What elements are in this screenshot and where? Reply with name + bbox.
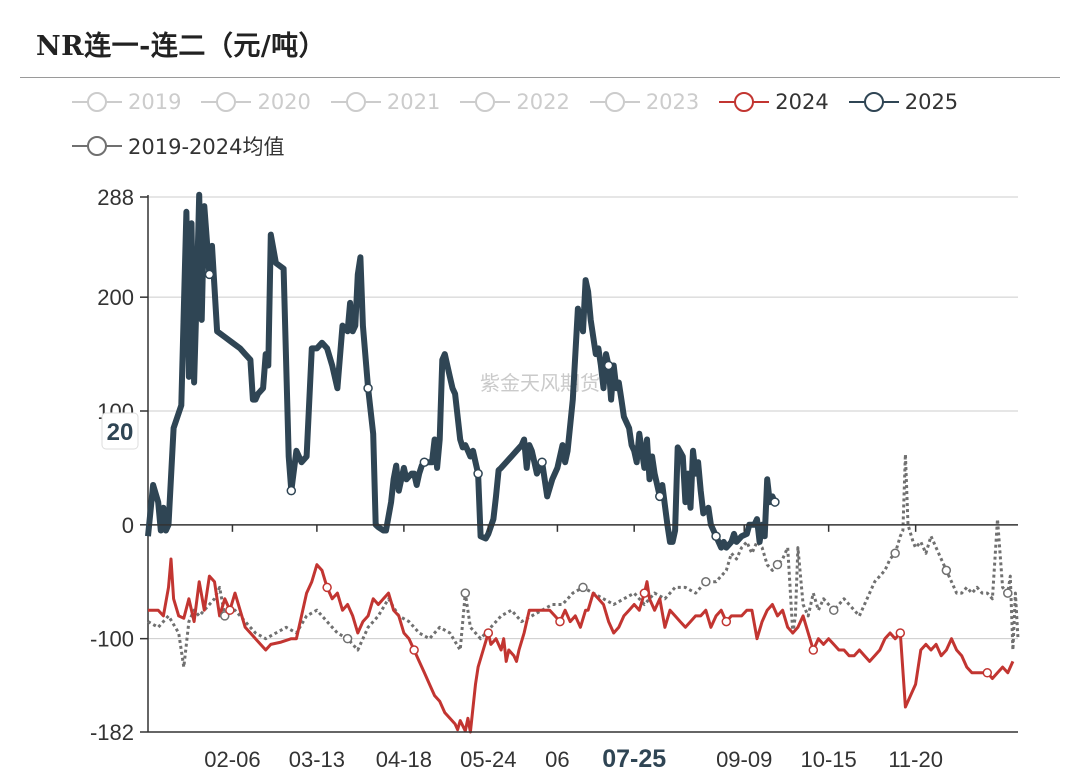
y-tick-label: 200 xyxy=(97,285,134,310)
data-point-2025[interactable] xyxy=(711,531,721,541)
x-tick-label: 03-13 xyxy=(289,747,345,772)
legend-item-2022[interactable]: 2022 xyxy=(460,90,570,114)
x-tick-label: 09-09 xyxy=(716,747,772,772)
legend-row-2: 2019-2024均值 xyxy=(72,130,1032,162)
legend-label: 2021 xyxy=(386,90,441,114)
data-point-2025[interactable] xyxy=(204,269,215,280)
data-point-2025[interactable] xyxy=(537,457,547,467)
data-point-2025[interactable] xyxy=(655,491,665,502)
data-point-2024[interactable] xyxy=(555,616,565,627)
data-point-2024[interactable] xyxy=(322,582,332,593)
y-tick-label: 288 xyxy=(97,185,134,210)
data-point-2025[interactable] xyxy=(473,468,483,479)
data-point-2024[interactable] xyxy=(895,628,906,638)
x-tick-label: 04-18 xyxy=(376,747,432,772)
y-tick-label: 0 xyxy=(122,513,134,538)
data-point-2025[interactable] xyxy=(419,457,430,467)
series-line-2025[interactable] xyxy=(145,191,778,551)
x-axis: 02-06 03-13 04-18 05-24 06 07-25 09-09 10-15 11-… xyxy=(148,524,1018,773)
tooltip-value: 20 xyxy=(107,419,134,446)
data-point-2019-2024均值[interactable] xyxy=(941,565,952,576)
x-tick-label: 07-25 xyxy=(602,745,666,773)
data-point-2019-2024均值[interactable] xyxy=(220,611,230,621)
x-tick-label: 06 xyxy=(545,747,569,772)
legend-label: 2019 xyxy=(128,90,182,114)
data-point-2025[interactable] xyxy=(770,497,780,507)
legend-item-2020[interactable]: 2020 xyxy=(201,90,311,114)
legend-label: 2020 xyxy=(257,90,311,114)
legend-marker-icon xyxy=(589,92,640,112)
legend-item-2025[interactable]: 2025 xyxy=(848,90,959,114)
chart-title: NR连一-连二（元/吨） xyxy=(36,31,327,62)
data-point-2024[interactable] xyxy=(483,628,494,638)
legend-marker-icon xyxy=(72,92,122,112)
tooltip-box xyxy=(101,412,139,450)
data-point-2019-2024均值[interactable] xyxy=(772,559,783,570)
data-point-2024[interactable] xyxy=(982,668,993,678)
legend-marker-icon xyxy=(330,92,381,112)
legend-item-2023[interactable]: 2023 xyxy=(589,90,700,114)
series-lines xyxy=(145,191,1020,734)
legend-label: 2024 xyxy=(775,90,829,114)
data-point-2019-2024均值[interactable] xyxy=(1003,588,1013,598)
series-line-2024[interactable] xyxy=(148,557,1015,734)
legend-marker-icon xyxy=(201,92,252,112)
data-point-2024[interactable] xyxy=(639,588,650,598)
hover-tooltip: 20 xyxy=(101,412,139,450)
legend-item-2021[interactable]: 2021 xyxy=(330,90,441,114)
watermark: 紫金天风期货 xyxy=(480,371,600,395)
data-point-2025[interactable] xyxy=(286,485,297,496)
y-tick-label: -100 xyxy=(90,627,134,652)
data-point-2019-2024均值[interactable] xyxy=(890,548,900,559)
legend: 2019 2020 2021 2022 2023 2024 2025 xyxy=(72,86,1032,174)
legend-row-1: 2019 2020 2021 2022 2023 2024 2025 xyxy=(72,86,1032,118)
title-divider xyxy=(20,77,1060,78)
legend-label: 2019-2024均值 xyxy=(128,135,285,159)
data-point-2025[interactable] xyxy=(603,360,614,371)
data-point-2019-2024均值[interactable] xyxy=(578,582,588,593)
series-markers xyxy=(204,269,1013,678)
legend-label: 2023 xyxy=(645,90,700,114)
legend-label: 2022 xyxy=(516,90,570,114)
data-point-2025[interactable] xyxy=(363,383,373,393)
legend-label: 2025 xyxy=(904,90,959,114)
legend-marker-icon xyxy=(848,92,899,112)
legend-marker-icon xyxy=(72,136,122,156)
x-tick-label: 10-15 xyxy=(801,747,857,772)
legend-item-average[interactable]: 2019-2024均值 xyxy=(72,131,284,161)
legend-item-2024[interactable]: 2024 xyxy=(719,90,829,114)
legend-marker-icon xyxy=(719,92,770,112)
data-point-2019-2024均值[interactable] xyxy=(701,576,711,587)
data-point-2019-2024均值[interactable] xyxy=(342,633,353,644)
data-point-2019-2024均值[interactable] xyxy=(829,605,839,615)
data-point-2019-2024均值[interactable] xyxy=(460,588,471,598)
y-tick-label: -182 xyxy=(90,720,134,745)
data-point-2024[interactable] xyxy=(225,605,235,615)
legend-marker-icon xyxy=(460,92,511,112)
grid-lines xyxy=(148,196,1018,733)
data-point-2024[interactable] xyxy=(721,616,732,627)
data-point-2024[interactable] xyxy=(808,645,819,655)
legend-item-2019[interactable]: 2019 xyxy=(72,90,181,114)
data-point-2024[interactable] xyxy=(409,645,419,655)
x-tick-label: 05-24 xyxy=(460,747,516,772)
x-tick-label: 02-06 xyxy=(204,747,260,772)
x-tick-label: 11-20 xyxy=(888,747,943,772)
